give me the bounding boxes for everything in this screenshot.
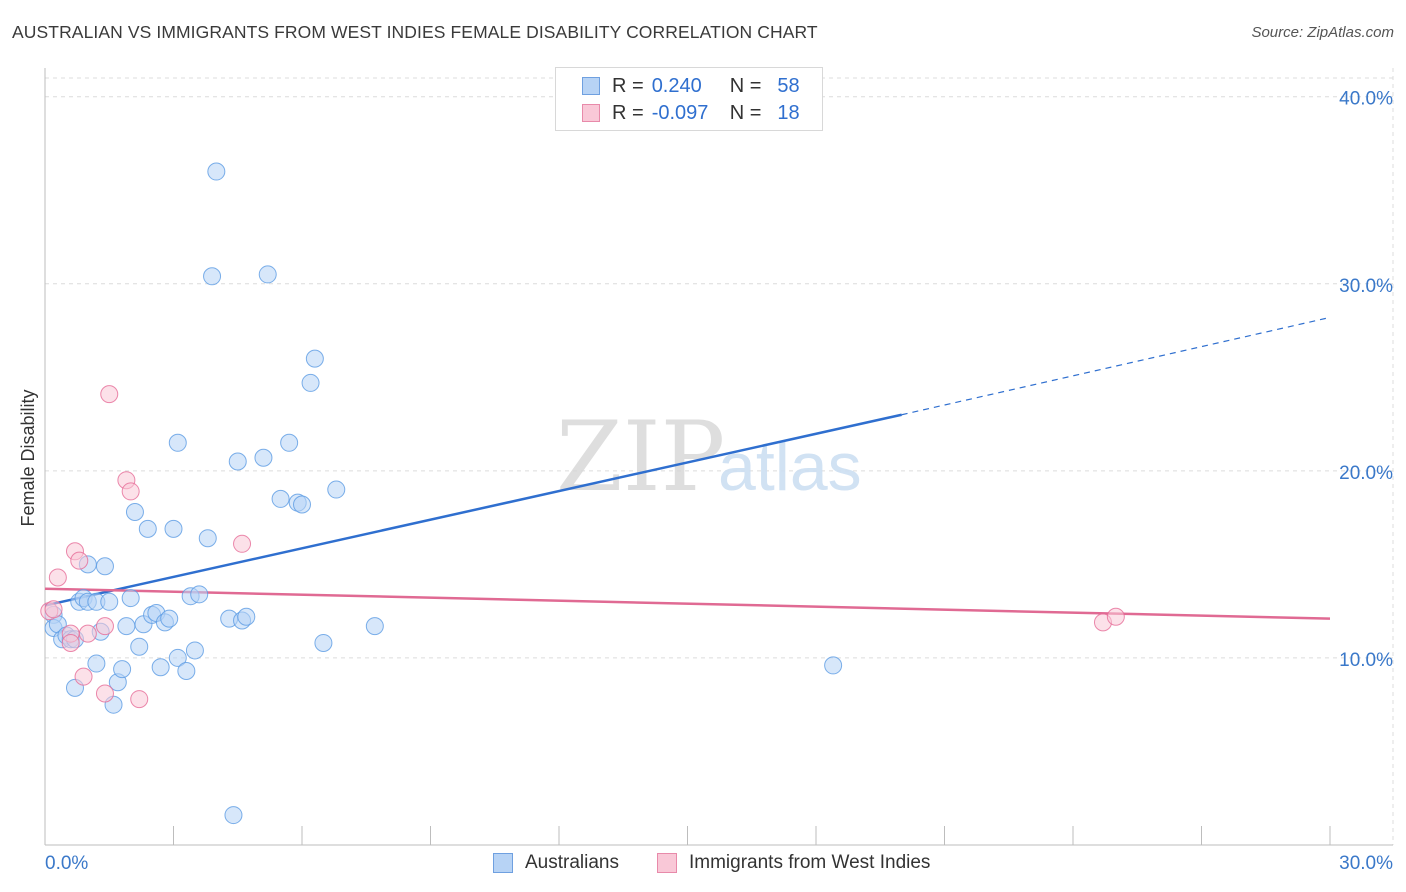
australians-point	[95, 557, 114, 576]
correlation-legend: R = 0.240 N = 58 R = -0.097 N = 18	[555, 67, 823, 131]
australians-point	[228, 452, 247, 471]
west-indies-point	[61, 633, 80, 652]
x-tick-label-max: 30.0%	[1339, 853, 1393, 874]
y-tick-label: 10.0%	[1339, 650, 1393, 671]
australians-point	[258, 265, 277, 284]
australians-point	[121, 589, 140, 608]
australians-point	[125, 503, 144, 522]
australians-point	[151, 658, 170, 677]
series-swatch-australians	[493, 853, 513, 873]
y-tick-label: 30.0%	[1339, 276, 1393, 297]
n-value-west-indies: 18	[777, 101, 800, 124]
australians-point	[271, 489, 290, 508]
r-label: R =	[612, 101, 644, 124]
australians-point	[198, 529, 217, 548]
australians-point	[87, 654, 106, 673]
west-indies-point	[1106, 607, 1125, 626]
west-indies-point	[95, 684, 114, 703]
australians-point	[237, 607, 256, 626]
west-indies-point	[130, 690, 149, 709]
y-tick-label: 20.0%	[1339, 463, 1393, 484]
australians-point	[280, 433, 299, 452]
australians-point	[185, 641, 204, 660]
australians-point	[254, 448, 273, 467]
australians-point	[130, 637, 149, 656]
chart-title: AUSTRALIAN VS IMMIGRANTS FROM WEST INDIE…	[12, 22, 818, 42]
series-label-australians: Australians	[525, 852, 619, 873]
australians-point	[113, 660, 132, 679]
west-indies-point	[70, 551, 89, 570]
y-axis-label: Female Disability	[18, 389, 38, 526]
series-legend-west-indies[interactable]: Immigrants from West Indies	[657, 852, 930, 874]
west-indies-point	[121, 482, 140, 501]
watermark-atlas: atlas	[718, 429, 862, 505]
series-legend-australians[interactable]: Australians	[493, 852, 619, 874]
series-legend: Australians Immigrants from West Indies	[0, 852, 1406, 878]
west-indies-point	[44, 600, 63, 619]
r-label: R =	[612, 74, 644, 97]
legend-swatch-west-indies	[582, 104, 600, 122]
australians-point	[365, 617, 384, 636]
australians-trendline-extension	[901, 316, 1331, 416]
australians-point	[168, 648, 187, 667]
series-swatch-west-indies	[657, 853, 677, 873]
australians-point	[117, 617, 136, 636]
west-indies-point	[95, 617, 114, 636]
west-indies-point	[233, 534, 252, 553]
r-value-west-indies: -0.097	[651, 101, 709, 124]
west-indies-point	[48, 568, 67, 587]
x-tick-label-min: 0.0%	[45, 853, 88, 874]
n-label: N =	[729, 74, 762, 97]
australians-point	[190, 585, 209, 604]
australians-point	[160, 609, 179, 628]
n-label: N =	[729, 101, 762, 124]
legend-row-australians: R = 0.240 N = 58	[582, 74, 800, 98]
australians-point	[305, 349, 324, 368]
y-tick-label: 40.0%	[1339, 89, 1393, 110]
watermark-zip: ZIP	[556, 401, 725, 513]
n-value-australians: 58	[777, 74, 800, 97]
australians-point	[168, 433, 187, 452]
west-indies-point	[78, 624, 97, 643]
legend-swatch-australians	[582, 77, 600, 95]
australians-trendline	[44, 413, 902, 607]
australians-point	[314, 633, 333, 652]
legend-row-west-indies: R = -0.097 N = 18	[582, 101, 800, 125]
australians-point	[177, 662, 196, 681]
source-label: Source: ZipAtlas.com	[1251, 24, 1394, 41]
australians-point	[293, 495, 311, 514]
west-indies-point	[100, 385, 119, 404]
australians-point	[203, 267, 222, 286]
australians-point	[207, 162, 226, 181]
australians-point	[301, 373, 320, 392]
australians-point	[100, 592, 119, 611]
australians-point	[164, 519, 183, 538]
west-indies-point	[74, 667, 93, 686]
australians-point	[327, 480, 346, 499]
australians-point	[824, 656, 843, 675]
australians-point	[224, 806, 243, 825]
australians-point	[138, 519, 157, 538]
series-label-west-indies: Immigrants from West Indies	[689, 852, 931, 873]
r-value-australians: 0.240	[651, 74, 702, 97]
